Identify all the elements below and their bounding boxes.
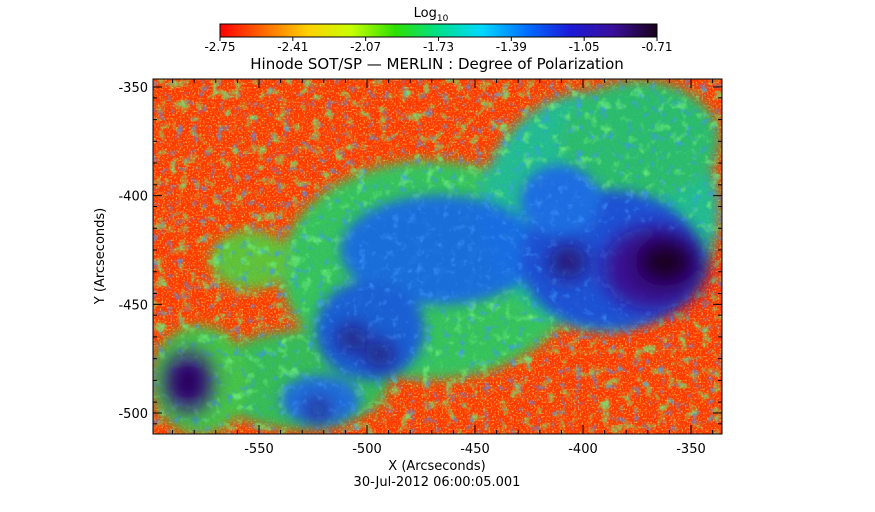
colorbar-tick-label: -2.41: [277, 40, 308, 54]
x-tick-label: -500: [352, 442, 382, 457]
x-axis-label: X (Arcseconds): [388, 459, 485, 474]
y-axis-label: Y (Arcseconds): [93, 208, 108, 305]
colorbar-tick-label: -0.71: [641, 40, 672, 54]
x-axis: -550 -500 -450 -400 -350: [172, 79, 714, 457]
plot-title: Hinode SOT/SP — MERLIN : Degree of Polar…: [250, 55, 624, 73]
x-tick-label: -450: [460, 442, 490, 457]
colorbar-tick-label: -1.39: [496, 40, 527, 54]
sunspot-large-core: [635, 238, 695, 286]
y-tick-label: -350: [118, 81, 148, 96]
y-tick-label: -450: [118, 298, 148, 313]
map-frame: [152, 78, 723, 435]
colorbar: Log10 -2.75 -2.41 -2.07 -1.73 -1.39 -1.05 -0.7…: [204, 6, 672, 54]
y-tick-label: -400: [118, 190, 148, 205]
y-axis: -350 -400 -450 -500: [118, 81, 722, 425]
colorbar-tick-label: -2.07: [350, 40, 381, 54]
colorbar-bar: [219, 23, 658, 38]
x-tick-label: -400: [568, 442, 598, 457]
polarization-map: [153, 79, 722, 434]
colorbar-tick-label: -1.05: [569, 40, 600, 54]
x-tick-label: -550: [244, 442, 274, 457]
sunspot-pair-b: [366, 343, 394, 367]
colorbar-tick-label: -2.75: [204, 40, 235, 54]
colorbar-label-subscript: 10: [437, 14, 449, 24]
colorbar-label: Log10: [414, 6, 449, 24]
colorbar-ticks: -2.75 -2.41 -2.07 -1.73 -1.39 -1.05 -0.71: [204, 37, 673, 54]
sunspot-small: [308, 400, 328, 420]
x-tick-label: -350: [676, 442, 706, 457]
sunspot-left-core: [176, 366, 200, 398]
timestamp: 30-Jul-2012 06:00:05.001: [354, 475, 521, 490]
map-sunspots: [164, 226, 707, 420]
sunspot-pair-a: [338, 326, 366, 350]
y-tick-label: -500: [118, 407, 148, 422]
sunspot-mid: [550, 246, 586, 278]
colorbar-tick-label: -1.73: [423, 40, 454, 54]
